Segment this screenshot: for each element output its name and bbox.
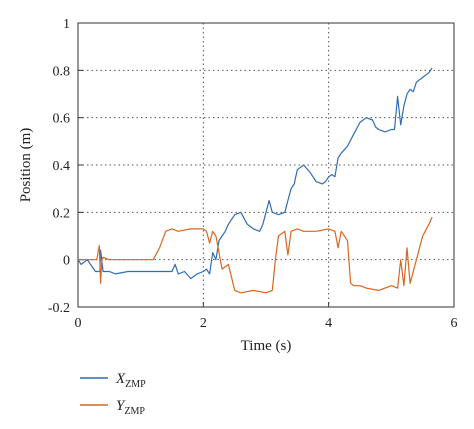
y-tick-label: 0.4	[53, 159, 71, 174]
y-tick-label: 1	[63, 17, 70, 32]
x-tick-label: 2	[200, 316, 207, 331]
series-line-y-zmp	[78, 216, 433, 294]
x-axis-ticks: 0 2 4 6	[75, 302, 458, 331]
y-axis-ticks: -0.2 0 0.2 0.4 0.6 0.8 1	[48, 17, 83, 316]
grid-lines	[78, 23, 454, 307]
y-axis-label: Position (m)	[18, 128, 34, 203]
legend-entry: XZMP	[115, 371, 146, 390]
x-tick-label: 6	[451, 316, 458, 331]
legend-entry: YZMP	[116, 398, 145, 417]
y-tick-label: 0	[63, 254, 70, 269]
legend-name: X	[115, 371, 126, 387]
y-tick-label: -0.2	[48, 301, 70, 316]
legend-subscript: ZMP	[125, 379, 146, 390]
series-line-x-zmp	[77, 67, 433, 280]
legend-name: Y	[116, 398, 126, 414]
y-tick-label: 0.6	[53, 112, 71, 127]
y-tick-label: 0.8	[53, 64, 71, 79]
series-layer	[77, 67, 433, 294]
y-tick-label: 0.2	[53, 206, 71, 221]
x-axis-label: Time (s)	[241, 338, 292, 354]
x-tick-label: 4	[325, 316, 332, 331]
x-tick-label: 0	[75, 316, 82, 331]
legend-subscript: ZMP	[124, 406, 145, 417]
